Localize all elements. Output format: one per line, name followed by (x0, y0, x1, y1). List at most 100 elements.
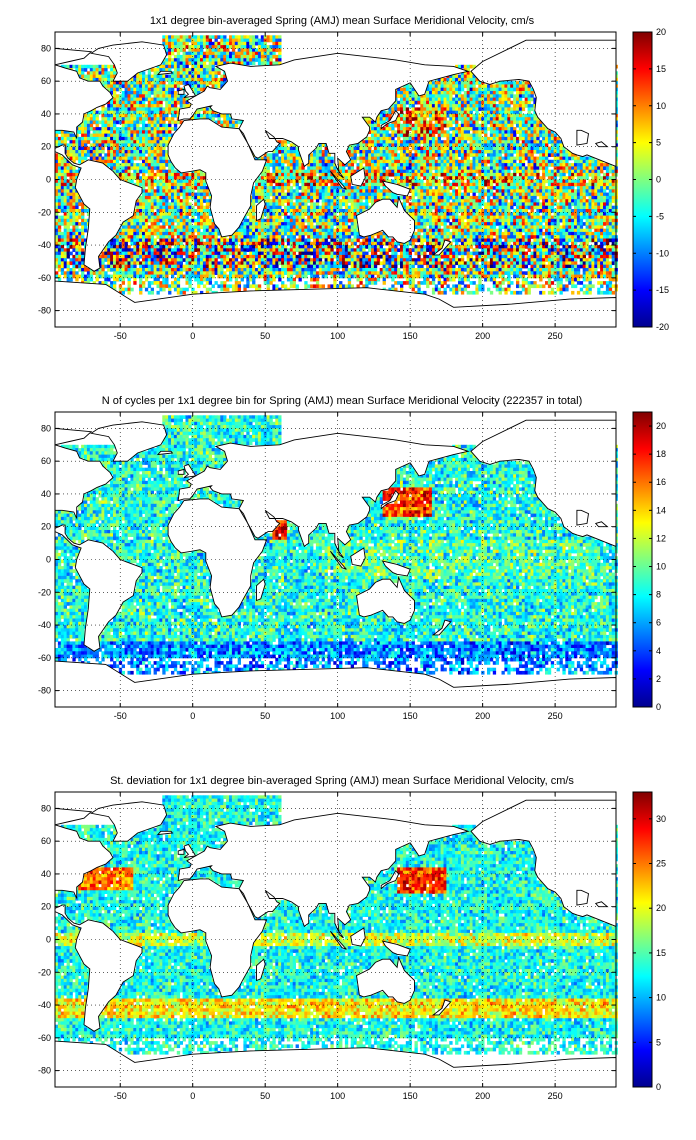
heatmap-cell (255, 193, 258, 197)
heatmap-cell (528, 186, 531, 190)
heatmap-cell (510, 88, 513, 92)
heatmap-cell (174, 189, 177, 193)
heatmap-cell (67, 206, 70, 210)
heatmap-cell (145, 193, 148, 197)
heatmap-cell (484, 180, 487, 184)
heatmap-cell (429, 206, 432, 210)
heatmap-cell (281, 186, 284, 190)
heatmap-cell (557, 193, 560, 197)
heatmap-cell (597, 176, 600, 180)
heatmap-cell (435, 124, 438, 128)
heatmap-cell (473, 180, 476, 184)
heatmap-cell (493, 163, 496, 167)
heatmap-cell (400, 101, 403, 105)
heatmap-cell (525, 150, 528, 154)
heatmap-cell (513, 199, 516, 203)
heatmap-cell (330, 183, 333, 187)
heatmap-cell (249, 45, 252, 49)
heatmap-cell (87, 114, 90, 118)
heatmap-cell (449, 183, 452, 187)
heatmap-cell (142, 202, 145, 206)
heatmap-cell (542, 140, 545, 144)
heatmap-cell (444, 88, 447, 92)
heatmap-cell (351, 153, 354, 157)
heatmap-cell (371, 150, 374, 154)
heatmap-cell (70, 153, 73, 157)
heatmap-cell (180, 173, 183, 177)
heatmap-cell (464, 94, 467, 98)
heatmap-cell (441, 189, 444, 193)
heatmap-cell (148, 137, 151, 141)
heatmap-cell (464, 206, 467, 210)
heatmap-cell (342, 202, 345, 206)
heatmap-cell (467, 199, 470, 203)
heatmap-cell (110, 134, 113, 138)
heatmap-cell (583, 199, 586, 203)
heatmap-cell (229, 58, 232, 62)
heatmap-cell (81, 147, 84, 151)
heatmap-cell (510, 150, 513, 154)
heatmap-cell (188, 39, 191, 43)
heatmap-cell (328, 180, 331, 184)
heatmap-cell (429, 127, 432, 131)
heatmap-cell (328, 166, 331, 170)
heatmap-cell (67, 65, 70, 69)
heatmap-cell (197, 202, 200, 206)
heatmap-cell (417, 173, 420, 177)
heatmap-cell (606, 202, 609, 206)
heatmap-cell (444, 150, 447, 154)
heatmap-cell (548, 150, 551, 154)
heatmap-cell (560, 193, 563, 197)
heatmap-cell (475, 186, 478, 190)
heatmap-cell (145, 137, 148, 141)
heatmap-cell (597, 183, 600, 187)
heatmap-cell (504, 127, 507, 131)
heatmap-cell (568, 153, 571, 157)
heatmap-cell (446, 94, 449, 98)
heatmap-cell (90, 150, 93, 154)
heatmap-cell (157, 199, 160, 203)
heatmap-cell (525, 157, 528, 161)
heatmap-cell (142, 193, 145, 197)
heatmap-cell (67, 147, 70, 151)
heatmap-cell (133, 107, 136, 111)
heatmap-cell (168, 163, 171, 167)
heatmap-cell (203, 39, 206, 43)
heatmap-cell (467, 117, 470, 121)
heatmap-cell (203, 68, 206, 72)
heatmap-cell (603, 173, 606, 177)
heatmap-cell (168, 206, 171, 210)
heatmap-cell (458, 173, 461, 177)
heatmap-cell (142, 101, 145, 105)
heatmap-cell (206, 39, 209, 43)
heatmap-cell (307, 170, 310, 174)
heatmap-cell (110, 121, 113, 125)
heatmap-cell (504, 199, 507, 203)
heatmap-cell (493, 202, 496, 206)
heatmap-cell (580, 193, 583, 197)
heatmap-cell (490, 121, 493, 125)
heatmap-cell (148, 140, 151, 144)
heatmap-cell (130, 176, 133, 180)
heatmap-cell (128, 124, 131, 128)
heatmap-cell (502, 147, 505, 151)
heatmap-cell (75, 199, 78, 203)
heatmap-cell (313, 206, 316, 210)
heatmap-cell (374, 189, 377, 193)
heatmap-cell (380, 134, 383, 138)
heatmap-cell (458, 107, 461, 111)
heatmap-cell (475, 153, 478, 157)
heatmap-cell (429, 98, 432, 102)
heatmap-cell (504, 186, 507, 190)
heatmap-cell (568, 189, 571, 193)
heatmap-cell (528, 189, 531, 193)
heatmap-cell (429, 91, 432, 95)
heatmap-cell (296, 180, 299, 184)
heatmap-cell (180, 65, 183, 69)
heatmap-cell (499, 147, 502, 151)
heatmap-cell (293, 150, 296, 154)
heatmap-cell (458, 127, 461, 131)
heatmap-cell (252, 196, 255, 200)
heatmap-cell (513, 166, 516, 170)
heatmap-cell (374, 127, 377, 131)
